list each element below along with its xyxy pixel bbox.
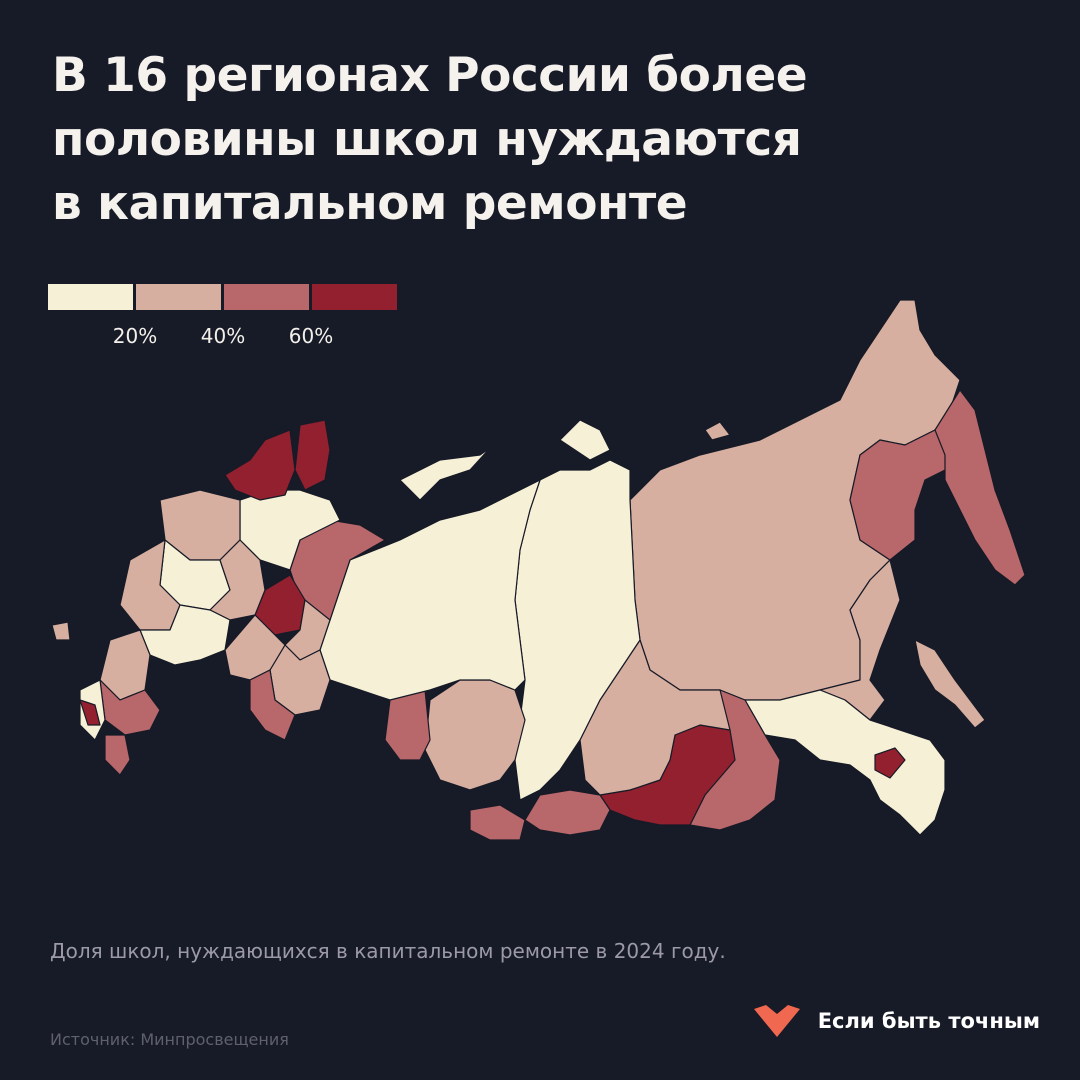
region-samara — [249, 669, 296, 741]
region-kaliningrad — [51, 621, 71, 641]
region-karelia — [224, 429, 296, 501]
brand-name: Если быть точным — [817, 1009, 1040, 1033]
region-dagestan — [104, 734, 131, 776]
title-line-2: половины школ нуждаются — [52, 112, 802, 167]
russia-regions-map — [51, 299, 1026, 841]
heart-logo-shape — [753, 1005, 800, 1037]
region-yamal-khmao — [319, 479, 541, 701]
region-khabarovsk — [819, 559, 901, 721]
legend-labels: 20% 40% 60% — [48, 324, 397, 354]
legend-bar — [48, 284, 397, 310]
region-tuva — [524, 789, 611, 836]
color-legend: 20% 40% 60% — [48, 284, 397, 354]
legend-swatch-2 — [136, 284, 221, 310]
heart-logo-icon — [753, 1005, 800, 1037]
brand: Если быть точным — [752, 1003, 1040, 1039]
region-taimyr-islands — [559, 419, 611, 461]
legend-swatch-4 — [312, 284, 397, 310]
region-central-4 — [139, 604, 231, 666]
region-novaya-zemlya — [399, 447, 491, 501]
map-caption: Доля школ, нуждающихся в капитальном рем… — [50, 939, 726, 963]
title-line-3: в капитальном ремонте — [52, 176, 688, 231]
region-murmansk — [294, 419, 331, 491]
region-volga — [224, 614, 286, 681]
region-altai — [469, 804, 526, 841]
region-south-2 — [99, 679, 161, 736]
region-tomsk — [424, 679, 526, 791]
region-wrangel — [704, 421, 731, 441]
legend-label-40: 40% — [200, 324, 246, 348]
source-note: Источник: Минпросвещения — [50, 1030, 289, 1049]
page-title: В 16 регионах России более половины школ… — [52, 44, 952, 236]
region-omsk — [384, 689, 431, 761]
region-kamchatka — [934, 389, 1026, 586]
region-jewish-ao — [874, 747, 906, 779]
region-sakhalin — [914, 639, 986, 729]
region-crimea — [79, 699, 101, 726]
legend-swatch-3 — [224, 284, 309, 310]
legend-swatch-1 — [48, 284, 133, 310]
title-line-1: В 16 регионах России более — [52, 48, 808, 103]
legend-label-20: 20% — [112, 324, 158, 348]
region-amur — [744, 689, 946, 836]
legend-label-60: 60% — [288, 324, 334, 348]
